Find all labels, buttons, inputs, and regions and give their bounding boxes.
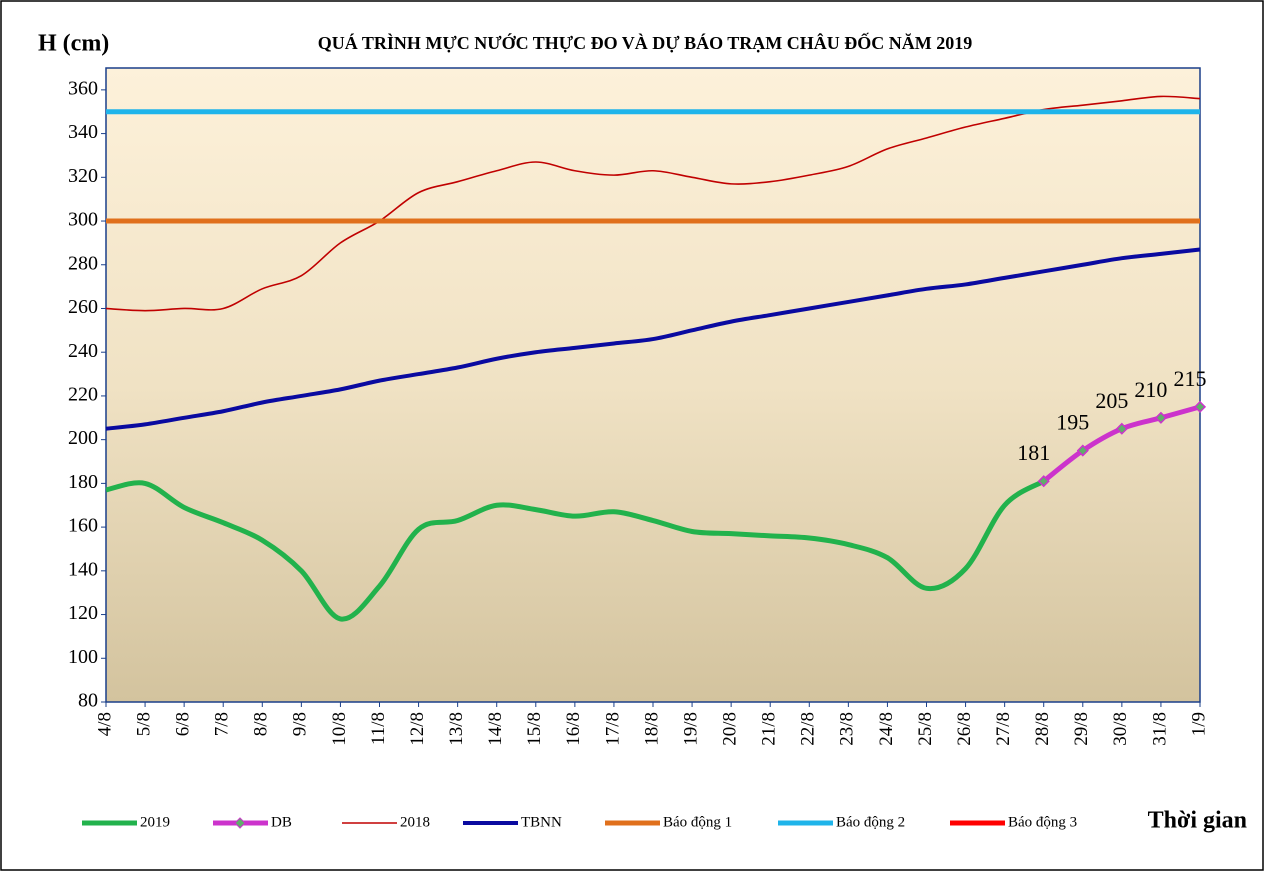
legend-label: DB — [271, 814, 292, 830]
x-tick-label: 22/8 — [798, 712, 819, 746]
x-tick-label: 10/8 — [329, 712, 350, 746]
x-tick-label: 12/8 — [407, 712, 428, 746]
marker — [1076, 444, 1089, 457]
x-tick-label: 9/8 — [290, 712, 311, 736]
x-tick-label: 11/8 — [368, 712, 389, 745]
legend-label: Báo động 1 — [663, 814, 732, 830]
x-tick-label: 21/8 — [759, 712, 780, 746]
x-tick-label: 15/8 — [524, 712, 545, 746]
legend-label: 2019 — [140, 814, 170, 830]
series-line — [105, 95, 1201, 312]
x-tick-label: 4/8 — [94, 712, 115, 736]
y-tick-label: 100 — [68, 646, 98, 668]
x-tick-label: 20/8 — [720, 712, 741, 746]
x-tick-label: 26/8 — [954, 712, 975, 746]
x-tick-label: 27/8 — [993, 712, 1014, 746]
series-line — [105, 247, 1201, 431]
y-tick-label: 140 — [68, 558, 98, 580]
y-tick-label: 160 — [68, 515, 98, 537]
y-tick-label: 200 — [68, 427, 98, 449]
y-tick-label: 260 — [68, 296, 98, 318]
x-axis-title: Thời gian — [1148, 808, 1247, 834]
x-tick-label: 18/8 — [641, 712, 662, 746]
y-tick-label: 320 — [68, 165, 98, 187]
x-tick-label: 8/8 — [251, 712, 272, 736]
x-tick-label: 14/8 — [485, 712, 506, 746]
x-tick-label: 30/8 — [1110, 712, 1131, 746]
data-label: 215 — [1174, 366, 1207, 391]
x-tick-label: 17/8 — [602, 712, 623, 746]
x-tick-label: 19/8 — [680, 712, 701, 746]
series-line — [105, 478, 1046, 622]
legend-marker — [234, 817, 246, 829]
chart-title: QUÁ TRÌNH MỰC NƯỚC THỰC ĐO VÀ DỰ BÁO TRẠ… — [318, 32, 973, 53]
y-tick-label: 240 — [68, 340, 98, 362]
x-tick-label: 1/9 — [1188, 712, 1209, 736]
marker — [1193, 400, 1207, 413]
x-tick-label: 29/8 — [1071, 712, 1092, 746]
x-tick-label: 13/8 — [446, 712, 467, 746]
marker — [1115, 422, 1128, 435]
data-label: 210 — [1134, 377, 1167, 402]
x-tick-label: 6/8 — [173, 712, 194, 736]
y-tick-label: 300 — [68, 209, 98, 231]
x-tick-label: 24/8 — [876, 712, 897, 746]
marker — [1037, 475, 1050, 488]
x-tick-label: 23/8 — [837, 712, 858, 746]
data-label: 181 — [1017, 440, 1050, 465]
data-label: 205 — [1095, 388, 1128, 413]
y-tick-label: 280 — [68, 252, 98, 274]
y-tick-label: 220 — [68, 384, 98, 406]
y-tick-label: 360 — [68, 77, 98, 99]
x-tick-label: 28/8 — [1032, 712, 1053, 746]
y-tick-label: 340 — [68, 121, 98, 143]
plot-area — [105, 67, 1201, 703]
x-tick-label: 16/8 — [563, 712, 584, 746]
legend-label: Báo động 3 — [1008, 814, 1077, 830]
data-label: 195 — [1056, 410, 1089, 435]
legend-label: Báo động 2 — [836, 814, 905, 830]
x-tick-label: 25/8 — [915, 712, 936, 746]
y-tick-label: 80 — [78, 690, 98, 712]
y-tick-label: 120 — [68, 602, 98, 624]
legend-label: 2018 — [400, 814, 430, 830]
x-tick-label: 31/8 — [1149, 712, 1170, 746]
y-axis-title: H (cm) — [38, 31, 109, 57]
x-tick-label: 7/8 — [212, 712, 233, 736]
marker — [1154, 411, 1167, 424]
x-tick-label: 5/8 — [133, 712, 154, 736]
y-tick-label: 180 — [68, 471, 98, 493]
legend-label: TBNN — [521, 814, 562, 830]
